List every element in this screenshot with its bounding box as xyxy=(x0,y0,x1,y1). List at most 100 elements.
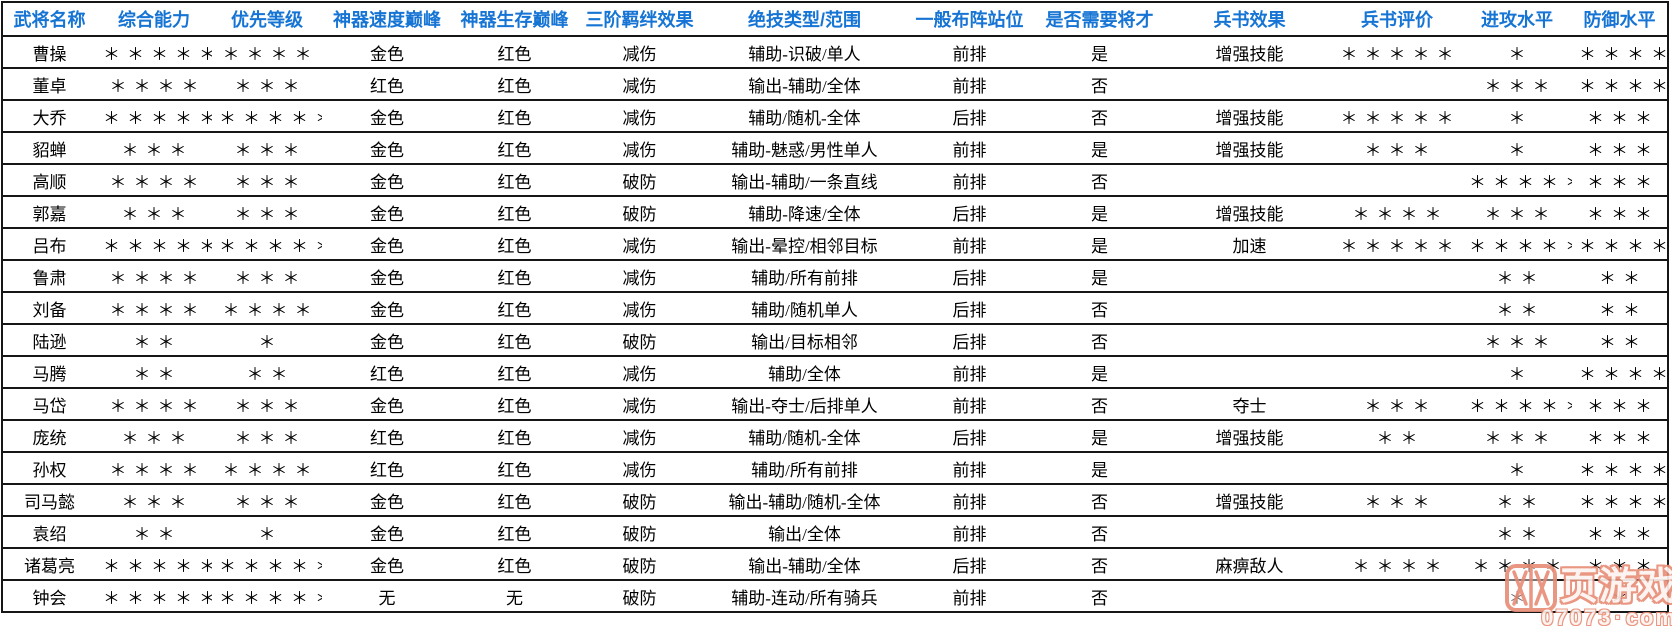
cell-need_talent: 是 xyxy=(1091,268,1108,288)
cell-skill_type: 输出/全体 xyxy=(768,524,841,544)
table-row: 曹操 ＊＊＊＊＊ ＊＊＊＊ 金色 红色 减伤 辅助-识破/单人 前排是增强技能 ＊＊＊＊＊＊＊＊… xyxy=(2,36,1668,68)
cell-skill_type: 输出-晕控/相邻目标 xyxy=(731,236,878,256)
cell-book_rating xyxy=(1332,68,1462,100)
cell-skill_type: 输出-辅助/一条直线 xyxy=(731,172,878,192)
cell-need_talent: 是 xyxy=(1091,460,1108,480)
cell-formation: 前排 xyxy=(952,44,987,64)
cell-need_talent: 否 xyxy=(1091,492,1108,512)
cell-need_talent: 否 xyxy=(1091,556,1108,576)
cell-bond_effect: 减伤 xyxy=(622,428,657,448)
table-row: 陆逊 ＊＊＊金色 红色 破防 输出/目标相邻 后排否＊＊＊ ＊＊ xyxy=(2,324,1668,356)
column-header-defense: 防御水平 xyxy=(1583,10,1656,30)
cell-attack: ＊ xyxy=(1508,588,1533,608)
cell-skill_type: 辅助/随机单人 xyxy=(751,300,858,320)
cell-survival_peak: 红色 xyxy=(497,108,532,128)
cell-speed_peak: 金色 xyxy=(370,524,404,544)
cell-defense: ＊ xyxy=(1611,588,1635,608)
cell-defense: ＊＊＊ xyxy=(1587,556,1659,576)
cell-book_effect: 增强技能 xyxy=(1215,204,1284,224)
cell-overall: ＊＊＊＊ xyxy=(109,460,206,480)
cell-attack: ＊＊＊＊＊ xyxy=(1469,396,1572,416)
cell-need_talent: 是 xyxy=(1091,44,1108,64)
cell-survival_peak: 红色 xyxy=(497,332,532,352)
cell-priority: ＊＊＊ xyxy=(234,172,307,192)
cell-defense: ＊＊＊ xyxy=(1587,428,1659,448)
cell-priority: ＊＊＊＊ xyxy=(222,460,319,480)
cell-book_rating xyxy=(1332,292,1462,324)
column-header-overall: 综合能力 xyxy=(118,10,190,30)
cell-book_effect: 麻痹敌人 xyxy=(1215,556,1284,576)
cell-bond_effect: 破防 xyxy=(622,556,657,576)
table-row: 袁绍 ＊＊＊金色 红色 破防 输出/全体 前排否＊＊ ＊＊＊ xyxy=(2,516,1668,548)
cell-defense: ＊＊＊ xyxy=(1587,524,1659,544)
cell-need_talent: 是 xyxy=(1091,364,1108,384)
column-header-name: 武将名称 xyxy=(13,10,86,30)
cell-defense: ＊＊ xyxy=(1599,300,1647,320)
column-header-priority: 优先等级 xyxy=(231,10,303,30)
cell-overall: ＊＊ xyxy=(133,524,182,544)
cell-name: 刘备 xyxy=(32,300,67,320)
cell-book_effect: 增强技能 xyxy=(1215,108,1284,128)
cell-skill_type: 输出/目标相邻 xyxy=(751,332,858,352)
cell-formation: 后排 xyxy=(952,268,987,288)
cell-survival_peak: 红色 xyxy=(497,236,532,256)
cell-priority: ＊＊＊ xyxy=(234,396,307,416)
cell-priority: ＊＊＊＊＊ xyxy=(219,108,322,128)
cell-book_rating: ＊＊＊ xyxy=(1364,492,1437,512)
cell-name: 马岱 xyxy=(32,396,67,416)
cell-name: 钟会 xyxy=(32,588,67,608)
cell-need_talent: 是 xyxy=(1091,140,1108,160)
cell-name: 马腾 xyxy=(32,364,67,384)
cell-name: 曹操 xyxy=(32,44,67,64)
cell-overall: ＊＊＊＊ xyxy=(109,76,206,96)
cell-survival_peak: 红色 xyxy=(497,428,532,448)
cell-bond_effect: 减伤 xyxy=(622,76,657,96)
cell-attack: ＊＊＊ xyxy=(1484,204,1557,224)
cell-formation: 前排 xyxy=(952,524,987,544)
cell-formation: 前排 xyxy=(952,460,987,480)
cell-need_talent: 是 xyxy=(1091,236,1108,256)
cell-need_talent: 否 xyxy=(1091,76,1108,96)
cell-attack: ＊＊＊＊ xyxy=(1472,556,1569,576)
cell-defense: ＊＊＊ xyxy=(1587,140,1659,160)
cell-survival_peak: 红色 xyxy=(497,396,532,416)
cell-formation: 后排 xyxy=(952,556,987,576)
cell-formation: 前排 xyxy=(952,588,987,608)
table-row: 庞统 ＊＊＊ ＊＊＊ 红色 红色 减伤 辅助/随机-全体 后排是增强技能 ＊＊ ＊＊＊ ＊＊＊ xyxy=(2,420,1668,452)
table-row: 马腾 ＊＊ ＊＊ 红色 红色 减伤 辅助/全体 前排是＊＊＊＊＊ xyxy=(2,356,1668,388)
column-header-book_rating: 兵书评价 xyxy=(1361,10,1433,30)
cell-attack: ＊ xyxy=(1508,108,1533,128)
cell-overall: ＊＊＊＊＊ xyxy=(103,44,212,64)
cell-book_rating xyxy=(1332,260,1462,292)
table-row: 大乔＊＊＊＊＊＊＊＊＊＊金色红色减伤辅助/随机-全体后排否增强技能＊＊＊＊＊＊＊… xyxy=(2,100,1668,132)
cell-survival_peak: 红色 xyxy=(497,44,532,64)
cell-defense: ＊＊＊ xyxy=(1587,204,1659,224)
cell-skill_type: 辅助-连动/所有骑兵 xyxy=(731,588,878,608)
cell-speed_peak: 金色 xyxy=(370,204,404,224)
cell-book_rating: ＊＊＊ xyxy=(1364,396,1437,416)
cell-bond_effect: 破防 xyxy=(622,172,657,192)
cell-priority: ＊＊＊ xyxy=(234,140,307,160)
table-row: 司马懿 ＊＊＊ ＊＊＊ 金色 红色 破防 输出-辅助/随机-全体 前排否增强技能 ＊＊＊ ＊＊ ＊＊… xyxy=(2,484,1668,516)
cell-need_talent: 否 xyxy=(1091,300,1108,320)
cell-priority: ＊＊＊ xyxy=(234,428,307,448)
cell-overall: ＊＊＊ xyxy=(121,428,194,448)
cell-defense: ＊＊＊ xyxy=(1587,172,1659,192)
cell-name: 吕布 xyxy=(32,236,67,256)
cell-overall: ＊＊＊＊ xyxy=(109,300,206,320)
cell-attack: ＊＊ xyxy=(1496,300,1545,320)
cell-book_effect xyxy=(1167,68,1332,100)
cell-defense: ＊＊＊＊＊ xyxy=(1579,236,1668,256)
cell-skill_type: 辅助-降速/全体 xyxy=(748,204,861,224)
cell-bond_effect: 破防 xyxy=(622,524,657,544)
cell-formation: 后排 xyxy=(952,428,987,448)
cell-overall: ＊＊＊＊ xyxy=(109,268,206,288)
cell-skill_type: 辅助/随机-全体 xyxy=(748,428,861,448)
cell-book_rating: ＊＊＊ xyxy=(1364,140,1437,160)
cell-bond_effect: 破防 xyxy=(622,492,657,512)
cell-book_rating: ＊＊＊＊＊ xyxy=(1340,44,1461,64)
cell-survival_peak: 红色 xyxy=(497,300,532,320)
cell-need_talent: 否 xyxy=(1091,524,1108,544)
cell-survival_peak: 红色 xyxy=(497,460,532,480)
cell-skill_type: 输出-辅助/全体 xyxy=(748,76,861,96)
